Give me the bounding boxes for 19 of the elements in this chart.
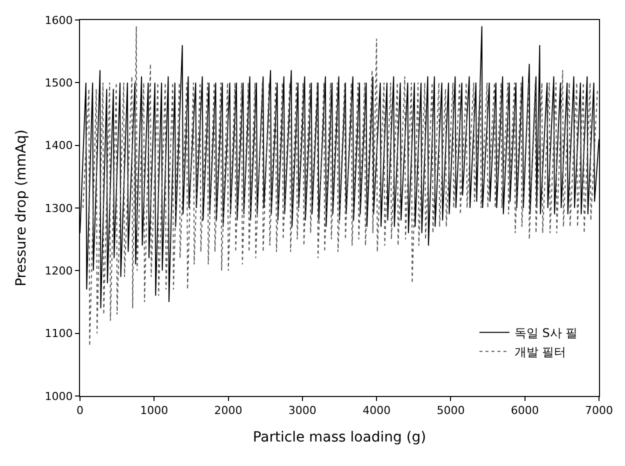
x-tick-label: 5000 bbox=[436, 404, 465, 418]
y-tick-label: 1100 bbox=[44, 327, 73, 340]
y-tick-label: 1300 bbox=[44, 202, 73, 215]
legend-label: 독일 S사 필 bbox=[514, 326, 578, 340]
y-axis-title: Pressure drop (mmAq) bbox=[13, 130, 30, 286]
legend-label: 개발 필터 bbox=[514, 345, 566, 360]
x-tick-label: 4000 bbox=[362, 404, 391, 418]
y-tick-label: 1500 bbox=[44, 76, 73, 90]
x-tick-label: 3000 bbox=[288, 404, 316, 418]
x-tick-label: 1000 bbox=[140, 404, 168, 418]
y-tick-label: 1600 bbox=[44, 14, 73, 27]
x-axis-title: Particle mass loading (g) bbox=[252, 430, 426, 446]
x-tick-label: 6000 bbox=[510, 404, 539, 418]
y-tick-label: 1400 bbox=[44, 139, 73, 152]
y-tick-label: 1000 bbox=[44, 390, 73, 403]
x-tick-label: 7000 bbox=[585, 404, 613, 418]
y-tick-label: 1200 bbox=[44, 264, 73, 278]
x-tick-label: 2000 bbox=[214, 404, 242, 418]
x-tick-label: 0 bbox=[76, 404, 84, 418]
